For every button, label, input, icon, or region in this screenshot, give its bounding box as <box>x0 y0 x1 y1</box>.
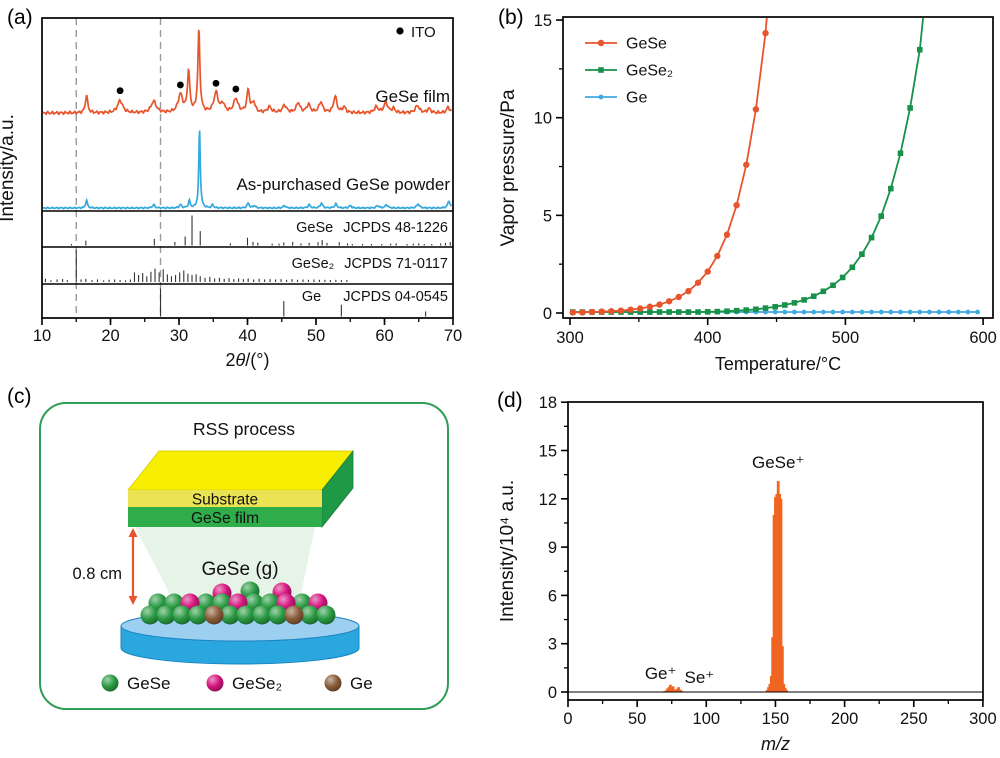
series-GeSe <box>569 18 769 316</box>
x-tick-label: 250 <box>900 710 928 728</box>
x-axis-label: m/z <box>761 734 790 754</box>
rss-legend-label: GeSe₂ <box>232 674 282 693</box>
ito-peak-dot <box>212 79 220 87</box>
x-tick-label: 600 <box>969 329 997 347</box>
y-axis-label: Intensity/a.u. <box>0 114 18 222</box>
ito-dot-icon <box>396 27 404 35</box>
legend-ball-icon <box>206 674 224 692</box>
y-tick-label: 15 <box>534 12 552 30</box>
gese-film-front-face <box>128 507 322 527</box>
source-powder-spheres <box>140 581 336 625</box>
legend-item-GeSe: GeSe <box>585 36 667 53</box>
y-axis-label: Vapor pressure/Pa <box>500 89 519 246</box>
x-axis-label: 2θ/(°) <box>226 350 270 370</box>
x-tick-label: 400 <box>694 329 722 347</box>
peak-annotation: GeSe⁺ <box>752 453 804 472</box>
y-tick-label: 10 <box>534 110 552 128</box>
x-tick-label: 50 <box>628 710 646 728</box>
reference-label: GeSe JCPDS 48-1226 <box>296 220 448 236</box>
rss-legend-label: Ge <box>350 674 373 693</box>
rss-legend-label: GeSe <box>127 674 170 693</box>
x-tick-label: 200 <box>831 710 859 728</box>
panel-b-vapor-pressure-chart: 300 400 500 600 0 5 10 15 GeSe GeSe₂ Ge Temperature… <box>500 12 997 374</box>
mass-spectrum-bars <box>663 481 788 692</box>
vapor-pressure-plot: 300 400 500 600 0 5 10 15 GeSe GeSe₂ Ge Temperature… <box>500 12 997 374</box>
x-tick-label: 10 <box>33 327 51 345</box>
ito-peak-dot <box>232 85 240 93</box>
distance-label: 0.8 cm <box>72 565 122 583</box>
y-tick-label: 0 <box>548 684 557 702</box>
legend-ball-icon <box>101 674 119 692</box>
ito-peak-dot <box>116 87 124 95</box>
gese-gas-label: GeSe (g) <box>201 559 278 580</box>
y-tick-label: 3 <box>548 636 557 654</box>
x-tick-label: 70 <box>444 327 462 345</box>
legend-ball-icon <box>324 674 342 692</box>
panel-c-label: (c) <box>7 385 32 408</box>
legend-label: Ge <box>626 90 647 107</box>
y-tick-label: 15 <box>539 443 557 461</box>
x-tick-label: 0 <box>563 710 572 728</box>
panel-d-label: (d) <box>497 389 523 412</box>
y-axis-label: Intensity/10⁴ a.u. <box>500 480 518 622</box>
reference-label: GeSe₂ JCPDS 71-0117 <box>292 256 448 272</box>
peak-annotation: Se⁺ <box>684 668 714 687</box>
x-tick-label: 30 <box>170 327 188 345</box>
xrd-plot: GeSe film As-purchased GeSe powder ITO GeSe… <box>0 17 462 370</box>
x-tick-label: 50 <box>307 327 325 345</box>
gese-film-label: GeSe film <box>375 87 450 106</box>
gese-gas-plume <box>135 527 315 598</box>
reference-sticks-1: GeSe JCPDS 48-1226 <box>70 215 451 246</box>
mass-spectrum-plot: 0 50 100 150 200 250 300 0 3 6 9 12 15 18 GeSe⁺ Ge⁺ Se⁺ m… <box>500 394 997 754</box>
y-tick-label: 12 <box>539 491 557 509</box>
gese-film-label: GeSe film <box>191 510 259 527</box>
x-tick-label: 40 <box>238 327 256 345</box>
rss-legend-item-2: GeSe₂ <box>206 674 282 693</box>
x-tick-label: 20 <box>101 327 119 345</box>
legend-label: GeSe₂ <box>626 63 673 80</box>
x-axis-label: Temperature/°C <box>715 354 841 374</box>
x-tick-label: 300 <box>556 329 584 347</box>
panel-b-label: (b) <box>498 6 524 29</box>
y-tick-label: 9 <box>548 539 557 557</box>
x-tick-label: 500 <box>832 329 860 347</box>
legend-label: GeSe <box>626 36 667 53</box>
substrate-label: Substrate <box>192 492 258 509</box>
rss-legend-item-3: Ge <box>324 674 373 693</box>
reference-sticks-3: Ge JCPDS 04-0545 <box>159 288 448 317</box>
reference-sticks-2: GeSe₂ JCPDS 71-0117 <box>44 250 448 282</box>
xrd-curve-gese-film <box>42 29 453 116</box>
substrate-top-face <box>127 450 354 491</box>
ito-peak-dot <box>176 81 184 89</box>
panel-a-label: (a) <box>7 6 33 29</box>
x-tick-label: 60 <box>375 327 393 345</box>
panel-a-xrd-chart: GeSe film As-purchased GeSe powder ITO GeSe… <box>0 17 462 370</box>
substrate-front-face <box>128 490 322 507</box>
legend-item-Ge: Ge <box>585 90 647 107</box>
y-tick-label: 6 <box>548 587 557 605</box>
x-tick-label: 150 <box>762 710 790 728</box>
xrd-curve-gese-powder <box>42 130 453 210</box>
x-tick-label: 100 <box>693 710 721 728</box>
series-GeSe <box>569 18 924 315</box>
ito-legend-label: ITO <box>411 24 436 41</box>
rss-legend-item-1: GeSe <box>101 674 170 693</box>
panel-d-mass-spectrum-chart: 0 50 100 150 200 250 300 0 3 6 9 12 15 18 GeSe⁺ Ge⁺ Se⁺ m… <box>500 394 997 754</box>
gese-powder-label: As-purchased GeSe powder <box>236 175 450 194</box>
x-tick-label: 300 <box>969 710 997 728</box>
legend-item-GeSe: GeSe₂ <box>585 63 673 80</box>
y-tick-label: 0 <box>543 305 552 323</box>
distance-arrow <box>128 528 138 605</box>
peak-annotation: Ge⁺ <box>645 664 677 683</box>
y-tick-label: 18 <box>539 394 557 412</box>
y-tick-label: 5 <box>543 207 552 225</box>
rss-title: RSS process <box>193 419 295 439</box>
reference-label: Ge JCPDS 04-0545 <box>302 289 448 305</box>
